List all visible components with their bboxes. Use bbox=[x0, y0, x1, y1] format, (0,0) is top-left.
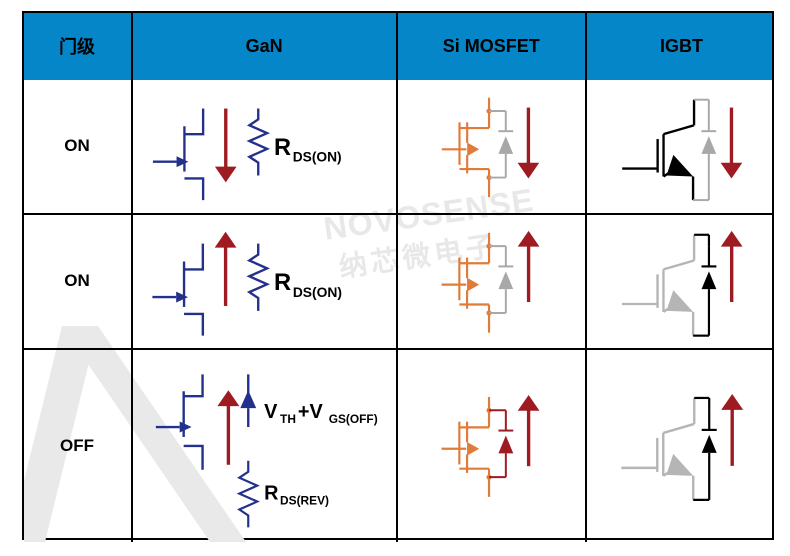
svg-text:DS(REV): DS(REV) bbox=[280, 494, 329, 508]
svg-text:R: R bbox=[274, 270, 291, 296]
svg-text:DS(ON): DS(ON) bbox=[292, 284, 341, 300]
svg-text:DS(ON): DS(ON) bbox=[292, 150, 341, 165]
svg-text:GS(OFF): GS(OFF) bbox=[328, 412, 377, 426]
svg-text:TH: TH bbox=[280, 412, 296, 426]
svg-text:R: R bbox=[264, 483, 278, 505]
svg-text:V: V bbox=[264, 401, 278, 423]
svg-text:R: R bbox=[274, 135, 291, 161]
svg-text:+V: +V bbox=[297, 401, 323, 423]
